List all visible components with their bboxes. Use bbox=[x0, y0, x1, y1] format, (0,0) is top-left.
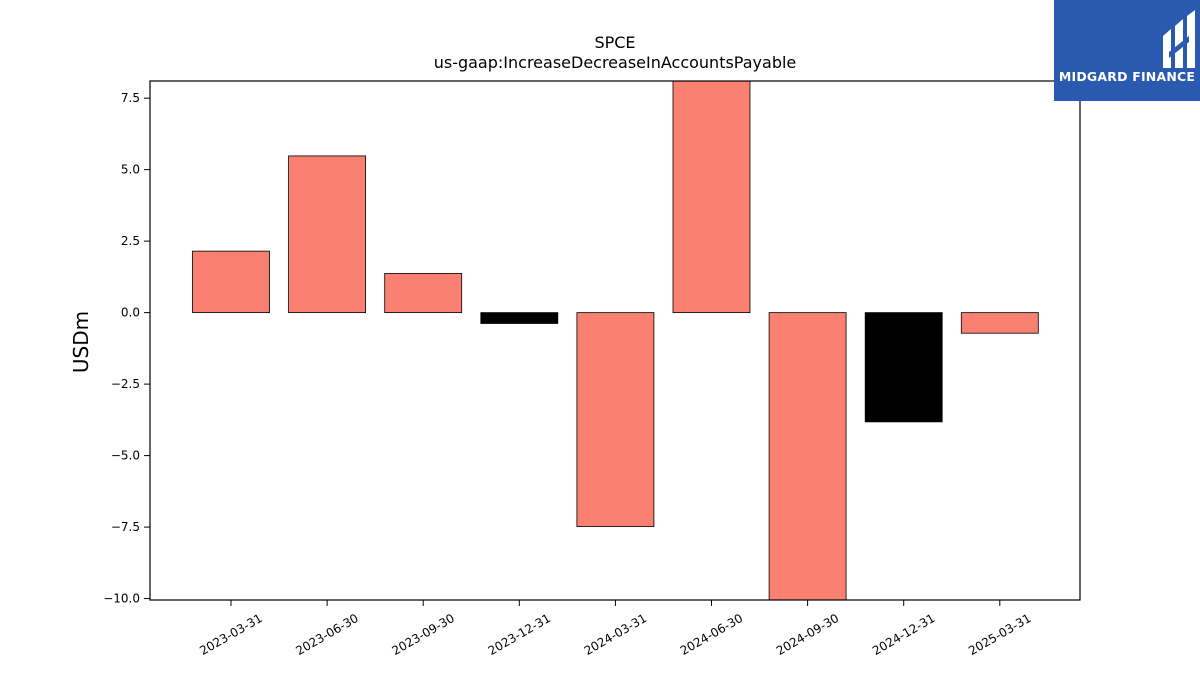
chart-title: SPCE bbox=[594, 33, 635, 52]
y-tick-label: −2.5 bbox=[111, 377, 140, 391]
bar-2024-06-30 bbox=[672, 80, 751, 314]
x-tick-label: 2025-03-31 bbox=[966, 611, 1033, 658]
y-tick-label: −5.0 bbox=[111, 449, 140, 463]
bar-2024-12-31 bbox=[864, 312, 943, 423]
plot-frame bbox=[149, 80, 1081, 601]
x-tick-label: 2024-06-30 bbox=[678, 611, 745, 658]
bar-2023-09-30 bbox=[384, 273, 463, 314]
y-tick-label: −7.5 bbox=[111, 520, 140, 534]
x-tick-label: 2023-03-31 bbox=[197, 611, 264, 658]
x-tick-label: 2023-09-30 bbox=[389, 611, 456, 658]
bar-2024-03-31 bbox=[576, 312, 655, 527]
x-tick-label: 2024-03-31 bbox=[582, 611, 649, 658]
x-tick-label: 2023-12-31 bbox=[486, 611, 553, 658]
bar-2023-03-31 bbox=[192, 250, 270, 314]
bar-2024-09-30 bbox=[768, 312, 847, 601]
y-tick-label: 5.0 bbox=[121, 163, 140, 177]
x-tick-label: 2024-12-31 bbox=[870, 611, 937, 658]
brand-name: MIDGARD FINANCE bbox=[1058, 69, 1196, 84]
bar-2023-06-30 bbox=[288, 155, 367, 314]
y-tick-label: 7.5 bbox=[121, 91, 140, 105]
x-tick-label: 2023-06-30 bbox=[293, 611, 360, 658]
midgard-finance-logo: MIDGARD FINANCE bbox=[1054, 0, 1200, 101]
y-tick-label: 0.0 bbox=[121, 306, 140, 320]
y-axis-label: USDm bbox=[69, 311, 93, 373]
bar-2023-12-31 bbox=[480, 312, 559, 324]
bar-2025-03-31 bbox=[960, 312, 1039, 334]
chart-subtitle: us-gaap:IncreaseDecreaseInAccountsPayabl… bbox=[434, 53, 797, 72]
y-tick-label: 2.5 bbox=[121, 234, 140, 248]
y-tick-label: −10.0 bbox=[103, 592, 140, 606]
midgard-logo-icon bbox=[1163, 10, 1195, 68]
x-tick-label: 2024-09-30 bbox=[774, 611, 841, 658]
